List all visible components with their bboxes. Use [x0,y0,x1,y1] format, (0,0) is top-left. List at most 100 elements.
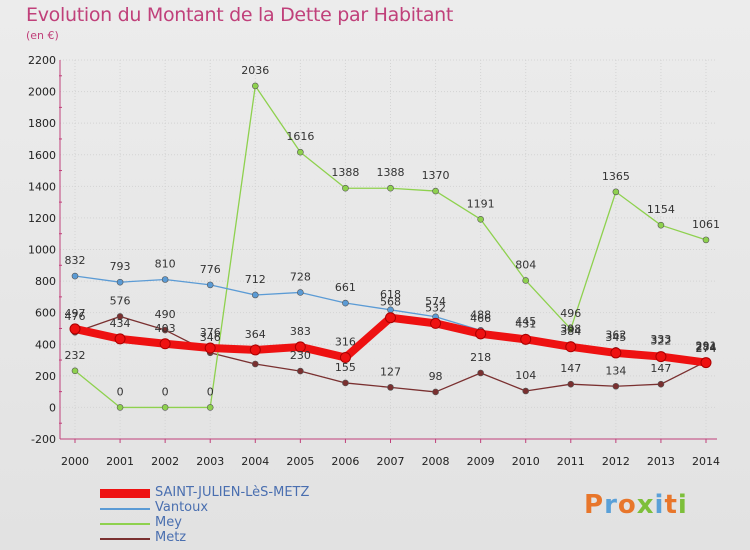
data-label: 618 [380,288,401,301]
data-label: 1388 [331,166,359,179]
data-point [702,236,710,244]
data-point [565,341,577,353]
legend-swatch [100,508,150,510]
data-point [477,369,484,377]
data-label: 568 [380,296,401,309]
data-point [116,404,124,411]
data-label: 218 [470,351,491,364]
data-label: 362 [605,328,626,341]
data-label: 232 [65,349,86,362]
data-label: 1365 [602,170,630,183]
y-tick-label: 1400 [28,180,56,193]
data-label: 403 [155,322,176,335]
data-point [385,312,396,324]
data-label: 476 [65,310,86,323]
data-label: 490 [155,308,176,321]
x-tick-label: 2000 [61,455,89,468]
data-label: 104 [515,369,536,382]
data-label: 284 [696,341,717,354]
logo-letter: i [677,490,688,520]
x-tick-label: 2010 [512,455,540,468]
axes: -200020040060080010001200140016001800200… [28,54,720,468]
data-label: 333 [650,333,671,346]
data-point [522,277,530,284]
data-label: 776 [200,263,221,276]
data-point [251,360,259,368]
data-label: 574 [425,295,446,308]
y-tick-label: 2200 [28,54,56,67]
data-label: 810 [155,258,176,271]
data-point [432,388,439,396]
data-label: 1388 [377,166,405,179]
data-point [520,333,532,345]
data-label: 488 [470,308,491,321]
data-point [116,278,124,286]
data-label: 0 [162,385,169,398]
data-point [114,333,126,345]
x-tick-label: 2013 [647,455,675,468]
data-point [161,404,169,411]
data-point [294,341,306,353]
data-label: 127 [380,365,401,378]
data-point [432,187,439,195]
data-label: 346 [200,331,221,344]
data-point [69,323,81,335]
data-point [567,380,575,388]
data-label: 345 [605,331,626,344]
data-label: 376 [200,326,221,339]
data-point [161,326,169,334]
line-chart: -200020040060080010001200140016001800200… [28,54,721,468]
x-tick-label: 2008 [422,455,450,468]
data-point [475,328,487,340]
logo-letter: x [636,490,655,520]
data-label: 712 [245,273,266,286]
legend-swatch [100,489,150,498]
data-point [610,347,622,359]
legend-swatch [100,538,150,540]
data-label: 384 [560,325,581,338]
x-tick-label: 2006 [331,455,359,468]
y-tick-label: -200 [31,433,56,446]
data-label: 804 [515,258,536,271]
data-label: 0 [207,385,214,398]
y-tick-label: 0 [49,401,56,414]
data-point [297,367,304,375]
proxiti-logo: Proxiti [584,490,688,520]
data-label: 147 [650,362,671,375]
data-point [567,325,575,333]
data-label: 316 [335,336,356,349]
data-point [612,382,620,390]
data-point [430,317,442,329]
data-label: 383 [290,325,311,338]
legend-swatch [100,523,150,525]
data-point [71,367,79,375]
data-point [71,272,79,280]
data-point [251,82,259,90]
data-label: 274 [696,342,717,355]
data-point [655,351,667,363]
y-tick-label: 600 [35,307,56,320]
data-label: 1370 [422,169,450,182]
y-tick-label: 1000 [28,244,56,257]
data-label: 832 [65,254,86,267]
x-tick-label: 2005 [286,455,314,468]
x-tick-label: 2004 [241,455,269,468]
legend-label: SAINT-JULIEN-LèS-METZ [155,485,310,500]
data-label: 364 [245,328,266,341]
data-point [522,387,530,395]
logo-letter: t [664,490,678,520]
logo-letter: r [604,490,618,520]
data-point [159,338,171,350]
x-tick-label: 2009 [467,455,495,468]
x-tick-label: 2003 [196,455,224,468]
data-label: 793 [110,260,131,273]
data-label: 322 [650,335,671,348]
y-tick-label: 200 [35,370,56,383]
series-layer [69,82,712,411]
legend-label: Metz [155,530,187,545]
chart-subtitle: (en €) [26,29,59,42]
data-label: 728 [290,270,311,283]
data-point [477,216,484,223]
